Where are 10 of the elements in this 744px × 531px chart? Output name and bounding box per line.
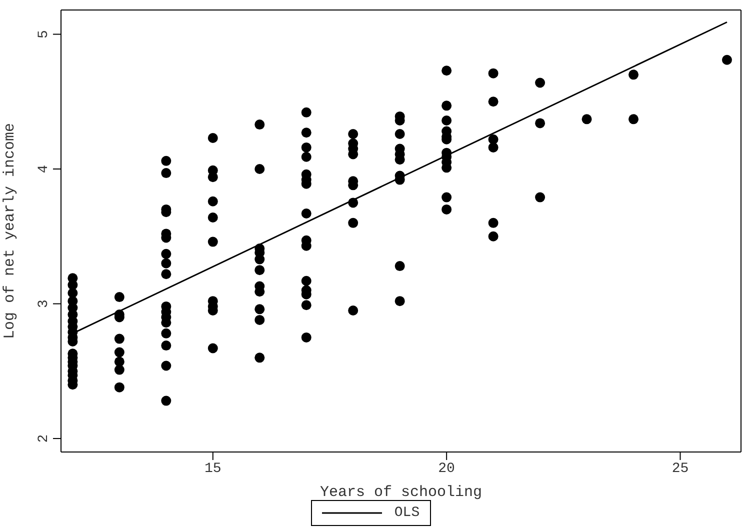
legend-label: OLS <box>393 505 420 521</box>
x-tick-label: 25 <box>672 460 689 477</box>
y-tick-label: 4 <box>36 164 52 174</box>
y-tick-label: 2 <box>36 434 52 443</box>
x-axis-title: Years of schooling <box>320 484 482 501</box>
y-axis-title: Log of net yearly income <box>1 122 18 340</box>
y-tick-label: 3 <box>36 300 52 308</box>
x-tick-label: 15 <box>204 460 222 477</box>
y-tick-label: 5 <box>36 30 52 38</box>
x-tick-label: 20 <box>438 460 455 477</box>
